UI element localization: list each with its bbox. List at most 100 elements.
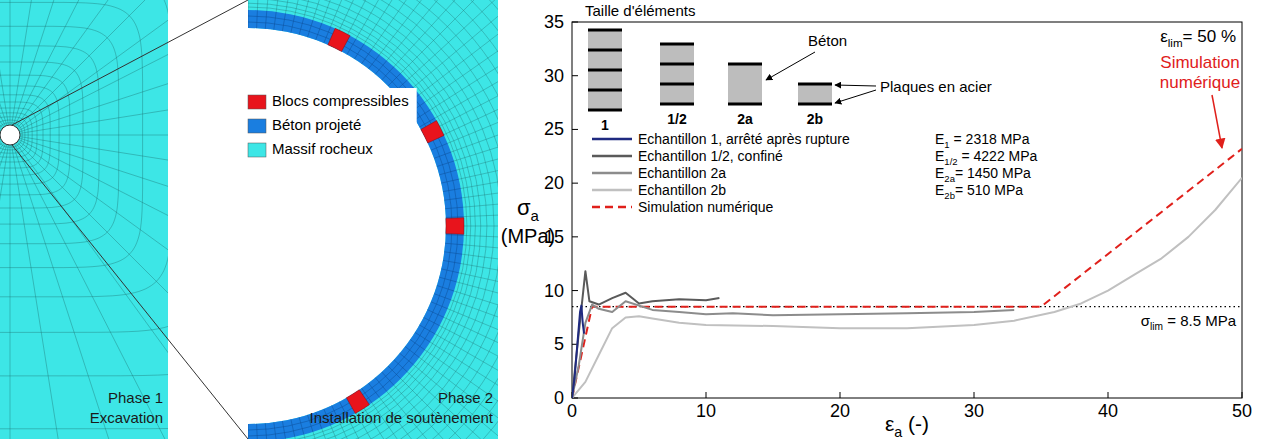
x-axis-title-part: (-) (902, 412, 929, 435)
phase-subtitle: Excavation (90, 409, 163, 426)
specimen (728, 64, 762, 104)
phase-title: Phase 1 (108, 389, 163, 406)
label-patch (1139, 311, 1239, 333)
plates-label: Plaques en acier (880, 78, 992, 95)
legend-label: Echantillon 2b (638, 182, 726, 198)
legend-swatch (248, 95, 266, 109)
modulus-label-part: 2a (944, 173, 955, 184)
lining-elements (248, 10, 464, 439)
concrete-layer (728, 64, 762, 104)
concrete-layer (660, 44, 694, 64)
steel-plate (660, 103, 694, 106)
x-tick (840, 392, 841, 398)
specimen-label: 1 (601, 117, 609, 133)
y-axis-title: (MPa) (501, 225, 555, 247)
modulus-label-part: = 2318 MPa (950, 131, 1030, 147)
steel-plate (660, 83, 694, 86)
axes: 0510152025303501020304050εa (-)σa(MPa) (501, 12, 1252, 439)
y-tick (572, 75, 578, 76)
model-panel (0, 0, 168, 439)
legend-swatch (592, 206, 632, 209)
steel-plate (660, 43, 694, 46)
y-tick-label: 5 (554, 334, 564, 354)
reference-label-part: = 8.5 MPa (1163, 312, 1237, 329)
material-legend: Blocs compressiblesBéton projetéMassif r… (240, 88, 417, 170)
y-tick-label: 35 (544, 12, 564, 32)
x-tick-label: 50 (1232, 401, 1252, 421)
concrete-layer (660, 84, 694, 104)
steel-plate (660, 63, 694, 66)
strain-limit-label: εlim= 50 % (1160, 27, 1236, 49)
compressible-block (446, 218, 464, 235)
specimen-label: 2a (737, 111, 753, 127)
steel-plate (798, 83, 832, 86)
x-tick-label: 20 (830, 401, 850, 421)
legend-label: Echantillon 2a (638, 165, 726, 181)
figure: Blocs compressiblesBéton projetéMassif r… (0, 0, 1278, 439)
x-axis-title: εa (-) (885, 412, 929, 439)
modulus-label-part: = 1450 MPa (955, 165, 1031, 181)
reference-label: σlim = 8.5 MPa (1141, 312, 1237, 332)
reference-label-part: lim (1150, 321, 1163, 332)
legend-label: Massif rocheux (272, 140, 373, 157)
y-tick-label: 10 (544, 281, 564, 301)
modulus-label-part: E (935, 131, 944, 147)
plot-frame (572, 22, 1242, 398)
steel-plate (588, 89, 622, 92)
series-line (572, 178, 1242, 398)
legend: Echantillon 1, arrêté après rupture Echan… (592, 131, 850, 215)
annotation-arrow (835, 90, 876, 103)
legend-label: Echantillon 1, arrêté après rupture (638, 131, 850, 147)
legend-swatch (592, 189, 632, 192)
mesh (0, 0, 168, 439)
modulus-label-part: = 4222 MPa (958, 148, 1038, 164)
steel-plate (588, 109, 622, 112)
y-axis-title-part: a (531, 207, 540, 224)
y-axis-title-part: (MPa) (501, 225, 555, 247)
compressible-block (421, 121, 444, 143)
x-tick (706, 392, 707, 398)
tunnel-opening (248, 28, 446, 424)
y-axis-title-part: σ (517, 195, 531, 220)
strain-limit-label-part: = 50 % (1183, 27, 1236, 46)
series-line (572, 149, 1242, 398)
y-tick-label: 30 (544, 66, 564, 86)
modulus-label-part: E (935, 148, 944, 164)
specimen (660, 44, 694, 104)
x-tick (974, 392, 975, 398)
series-line (572, 306, 584, 398)
legend-box (240, 88, 417, 170)
annotations: σlim = 8.5 MPaεlim= 50 %Simulationnuméri… (585, 2, 1240, 333)
zoom-panel (248, 0, 498, 439)
legend-swatch (592, 138, 632, 141)
specimen-label: 2b (807, 111, 823, 127)
y-axis-title: σa (517, 195, 540, 224)
y-tick (572, 236, 578, 237)
legend-label: Béton projeté (272, 116, 361, 133)
legend-swatch (592, 155, 632, 158)
phase-subtitle: Installation de soutènement (310, 409, 494, 426)
concrete-layer (798, 84, 832, 104)
x-tick-label: 40 (1098, 401, 1118, 421)
inset-title: Taille d'éléments (585, 2, 695, 19)
modulus-label-part: 2b (944, 190, 955, 201)
legend-swatch (248, 143, 266, 157)
annotation-arrow (835, 85, 876, 86)
series-line (572, 271, 719, 398)
x-tick-label: 30 (964, 401, 984, 421)
concrete-layer (588, 50, 622, 70)
modulus-label: E2b= 510 MPa (935, 182, 1023, 201)
annotation-arrow (766, 52, 815, 80)
zoom-line (12, 0, 248, 439)
concrete-layer (588, 30, 622, 50)
y-tick-label: 20 (544, 173, 564, 193)
x-axis-title-part: ε (885, 412, 894, 435)
x-tick (1108, 392, 1109, 398)
legend-swatch (248, 119, 266, 133)
legend-label: Simulation numérique (638, 199, 774, 215)
y-tick (572, 183, 578, 184)
plot-data (572, 149, 1242, 398)
specimen (588, 30, 622, 110)
simulation-label-line: Simulation (1160, 53, 1239, 72)
x-tick-label: 10 (696, 401, 716, 421)
